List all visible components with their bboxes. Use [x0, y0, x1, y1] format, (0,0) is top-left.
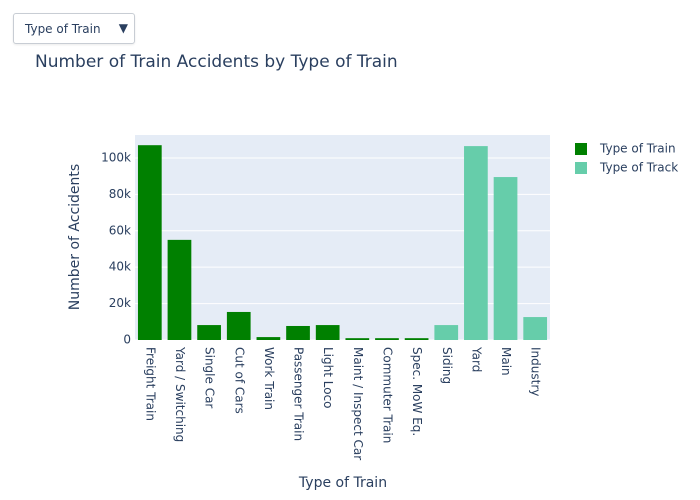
bar — [286, 325, 310, 340]
y-axis-title: Number of Accidents — [67, 164, 83, 310]
bar — [464, 146, 488, 340]
x-tick-label: Freight Train — [143, 347, 157, 421]
y-tick-label: 60k — [109, 223, 131, 237]
x-tick-label: Main — [499, 347, 513, 376]
bar — [315, 325, 340, 340]
y-tick-label: 80k — [109, 187, 131, 201]
x-tick-label: Single Car — [203, 347, 217, 408]
x-tick-label: Yard / Switching — [173, 346, 187, 442]
legend-swatch — [575, 143, 587, 155]
y-tick-label: 100k — [101, 150, 131, 164]
legend-label: Type of Train — [599, 142, 676, 156]
y-tick-label: 40k — [109, 260, 131, 274]
bar — [434, 325, 459, 340]
x-tick-label: Spec. MoW Eq. — [410, 347, 424, 436]
bar — [137, 145, 162, 340]
x-tick-label: Maint / Inspect Car — [351, 347, 365, 460]
x-tick-label: Yard — [469, 346, 483, 372]
bar — [493, 177, 518, 340]
bar — [523, 317, 548, 340]
bar — [375, 338, 399, 340]
bar — [345, 338, 370, 340]
legend-swatch — [575, 162, 587, 174]
y-tick-label: 20k — [109, 296, 131, 310]
dropdown-arrow: ▼ — [118, 21, 128, 35]
x-tick-label: Industry — [529, 347, 543, 396]
bar — [256, 337, 281, 340]
y-tick-label: 0 — [123, 333, 131, 347]
chart-title: Number of Train Accidents by Type of Tra… — [35, 52, 398, 72]
x-tick-label: Passenger Train — [292, 347, 306, 441]
x-tick-label: Cut of Cars — [232, 347, 246, 414]
legend-label: Type of Track — [599, 161, 678, 175]
x-tick-label: Siding — [440, 347, 454, 384]
x-tick-label: Work Train — [262, 347, 276, 410]
bar — [226, 311, 251, 340]
dropdown-label: Type of Train — [25, 22, 101, 36]
bar — [404, 338, 429, 340]
x-tick-label: Commuter Train — [380, 347, 394, 443]
bar — [167, 239, 192, 340]
dropdown[interactable]: Type of Train ▼ — [13, 13, 135, 44]
x-axis-title: Type of Train — [298, 475, 387, 491]
bar — [197, 325, 221, 340]
x-tick-label: Light Loco — [321, 347, 335, 409]
